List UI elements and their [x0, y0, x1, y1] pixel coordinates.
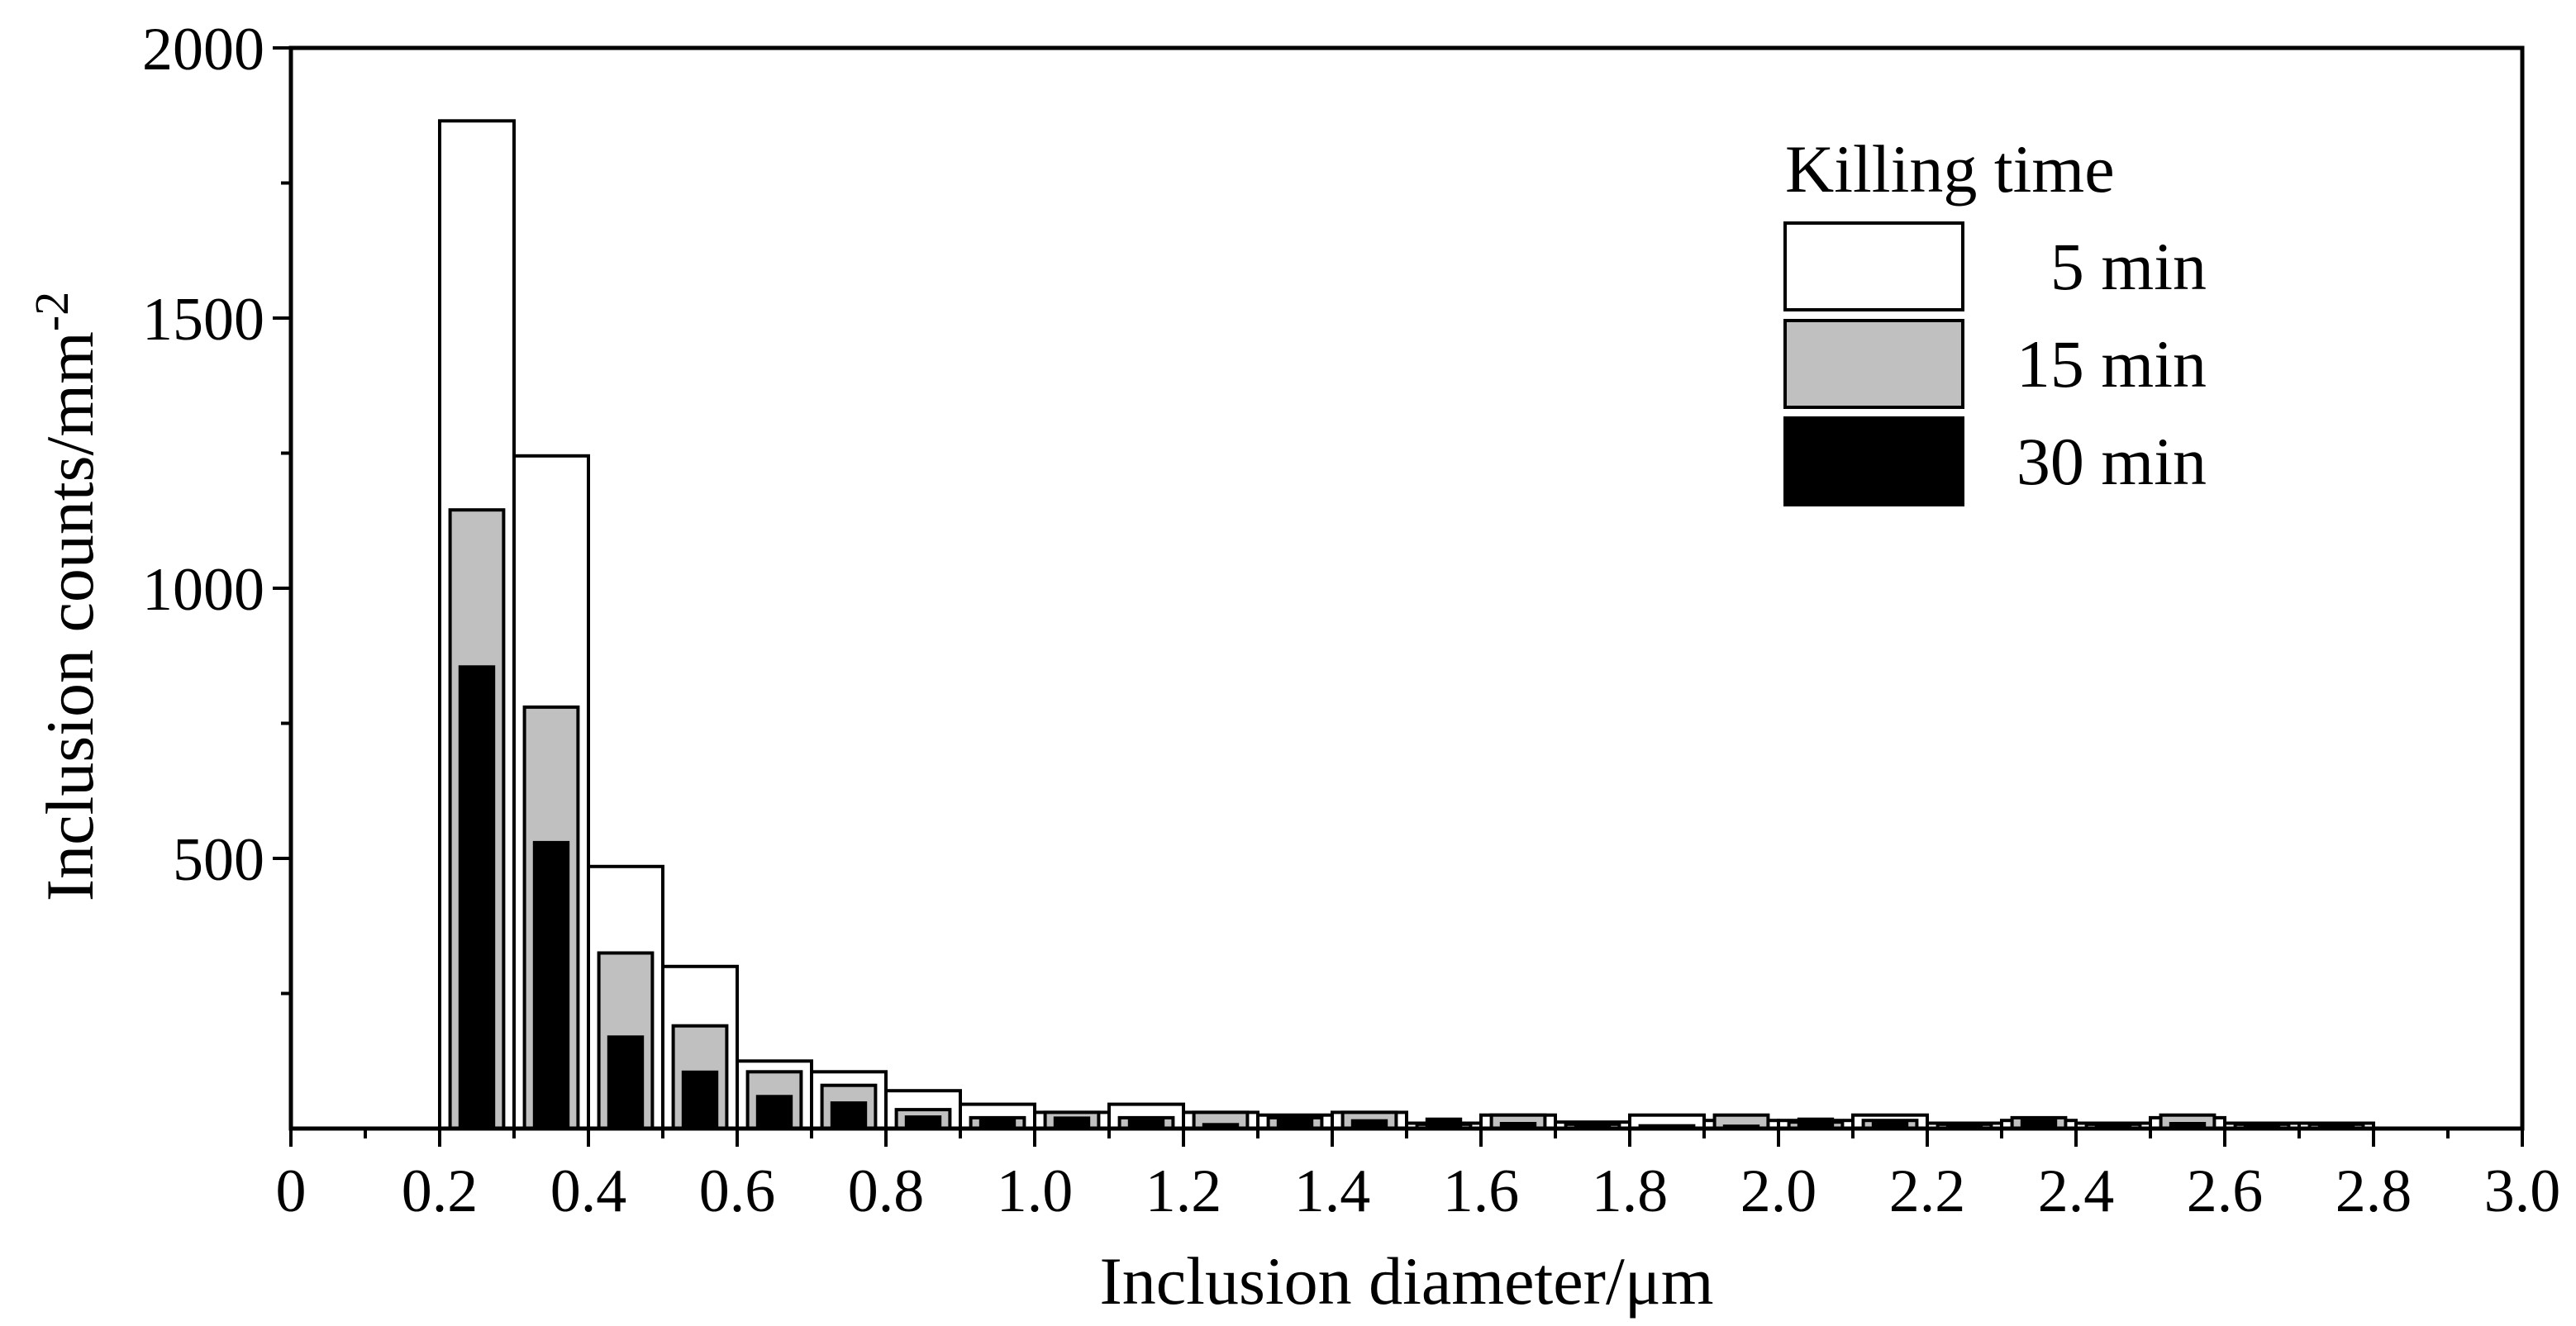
series-30-min [458, 665, 2355, 1130]
legend-swatch [1783, 221, 1964, 311]
legend-title: Killing time [1785, 131, 2115, 207]
legend-label: 15 min [2017, 326, 2207, 402]
y-axis-title-superscript: -2 [25, 292, 79, 331]
x-tick-label: 2.0 [1740, 1157, 1817, 1225]
legend-swatch [1783, 319, 1964, 409]
legend-item-15-min: 15 min [1783, 319, 2207, 409]
x-tick-label: 2.4 [2038, 1157, 2115, 1225]
x-tick-label: 1.2 [1145, 1157, 1222, 1225]
bar-30-min-0.6 [755, 1095, 793, 1130]
x-tick-label: 0.6 [699, 1157, 776, 1225]
tick-labels: 0 0.2 0.4 0.6 0.8 1.0 1.2 1.4 1.6 1.8 2.0 2.2 2.4 2.6… [142, 16, 2560, 1225]
x-tick-label: 1.4 [1294, 1157, 1371, 1225]
y-tick-label: 1000 [142, 556, 264, 624]
bar-30-min-0.7 [830, 1101, 868, 1130]
x-tick-label: 2.2 [1889, 1157, 1966, 1225]
x-tick-label: 1.0 [997, 1157, 1074, 1225]
x-tick-label: 2.8 [2336, 1157, 2412, 1225]
y-tick-label: 500 [173, 826, 264, 894]
axis-ticks [273, 46, 2524, 1147]
x-tick-label: 0.2 [402, 1157, 479, 1225]
legend-item-30-min: 30 min [1783, 416, 2207, 506]
x-axis-title: Inclusion diameter/μm [1099, 1243, 1713, 1319]
bar-30-min-0.4 [607, 1035, 645, 1130]
y-axis-title-main: Inclusion counts/mm [32, 331, 107, 901]
x-tick-label: 2.6 [2187, 1157, 2264, 1225]
legend-item-5-min: 5 min [1783, 221, 2207, 311]
y-tick-label: 1500 [142, 286, 264, 354]
bar-30-min-0.5 [681, 1070, 719, 1130]
legend: Killing time 5 min 15 min 30 min [1783, 131, 2207, 506]
x-tick-label: 1.6 [1443, 1157, 1520, 1225]
x-tick-label: 0 [276, 1157, 307, 1225]
bar-30-min-0.3 [532, 840, 570, 1130]
legend-label: 5 min [2050, 229, 2207, 304]
x-tick-label: 0.8 [848, 1157, 925, 1225]
legend-swatch [1783, 416, 1964, 506]
x-tick-label: 3.0 [2484, 1157, 2561, 1225]
y-axis-title: Inclusion counts/mm-2 [25, 292, 107, 901]
legend-items: 5 min 15 min 30 min [1783, 221, 2207, 506]
x-tick-label: 1.8 [1592, 1157, 1669, 1225]
x-tick-label: 0.4 [550, 1157, 627, 1225]
bar-30-min-0.2 [458, 665, 496, 1130]
y-tick-label: 2000 [142, 16, 264, 83]
legend-label: 30 min [2017, 424, 2207, 499]
